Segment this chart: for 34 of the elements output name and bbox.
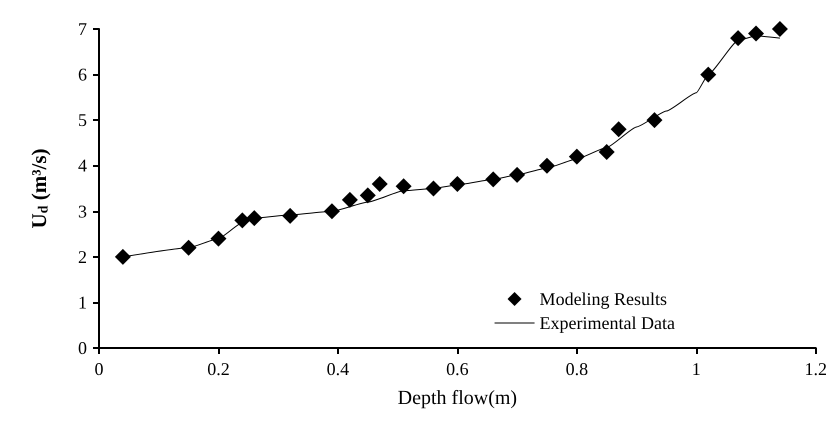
x-tick-label: 0.4 [326,359,350,379]
point [598,144,615,160]
legend-label: Modeling Results [540,289,668,309]
point [646,112,662,128]
x-axis-title: Depth flow(m) [398,387,518,409]
y-tick-label: 5 [78,110,87,130]
point [372,176,388,192]
y-axis-title: Ud (m³/s) [27,148,52,228]
point [538,158,555,174]
y-tick-label: 6 [78,64,87,85]
point [114,248,131,265]
x-tick-label: 1.2 [804,359,827,379]
y-tick-label: 3 [78,201,87,222]
point [396,178,412,194]
y-tick-label: 4 [78,156,87,176]
x-tick-label: 0.2 [207,359,230,379]
y-tick-label: 0 [78,338,87,358]
point [730,30,746,46]
x-tick-label: 0.6 [446,359,469,379]
point [568,148,585,165]
x-tick-label: 0 [94,359,104,379]
x-tick-label: 1 [692,359,701,379]
point [748,26,764,42]
y-tick-label: 1 [78,292,87,312]
x-tick-label: 0.8 [566,359,588,379]
point [772,21,788,37]
point [342,192,358,208]
point [360,187,376,204]
y-tick-label: 7 [78,19,87,39]
legend-label: Experimental Data [540,313,676,333]
point [610,121,627,138]
y-tick-label: 2 [78,246,87,267]
point [210,230,226,247]
point [700,66,716,83]
